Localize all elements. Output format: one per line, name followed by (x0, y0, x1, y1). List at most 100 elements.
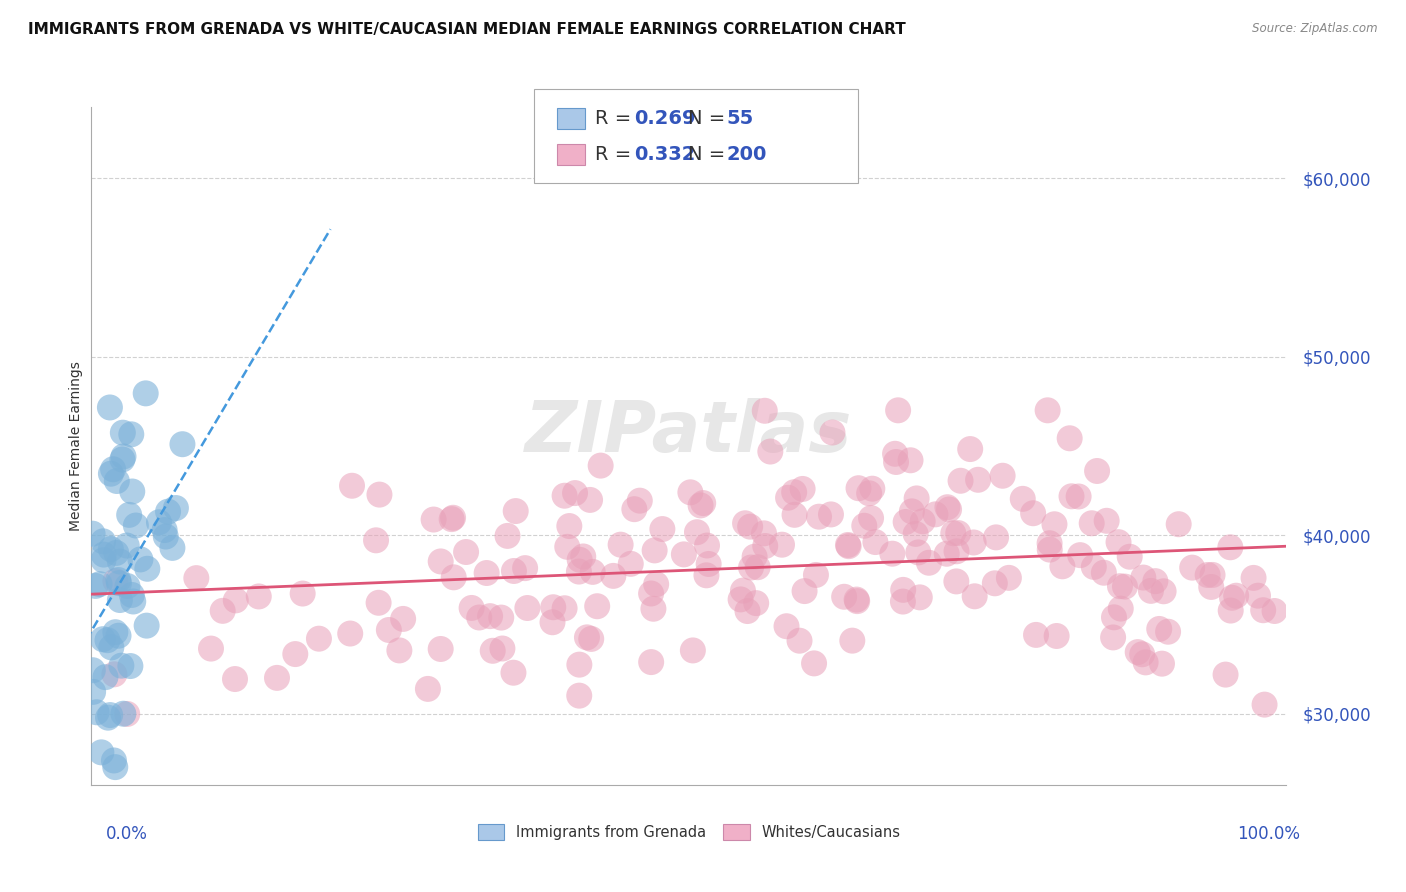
Point (1147, 622, 1170, 636)
Point (853, 518, 876, 533)
Point (575, 631, 598, 645)
Point (100, 640, 122, 655)
Point (1109, 579, 1132, 593)
Point (589, 458, 612, 473)
Point (1144, 574, 1167, 589)
Point (645, 577, 668, 591)
Point (489, 610, 512, 624)
Text: ZIPatlas: ZIPatlas (526, 398, 852, 467)
Point (513, 561, 536, 575)
Point (1039, 536, 1062, 550)
Point (808, 509, 831, 524)
Point (93, 553, 115, 567)
Point (103, 754, 125, 768)
Point (623, 502, 645, 516)
Point (1199, 580, 1222, 594)
Point (568, 565, 591, 579)
Point (429, 554, 451, 568)
Point (1157, 624, 1180, 639)
Point (120, 427, 142, 442)
Text: 0.269: 0.269 (634, 109, 696, 128)
Point (945, 544, 967, 558)
Point (1109, 601, 1132, 615)
Point (792, 482, 814, 496)
Point (695, 568, 717, 582)
Point (440, 512, 463, 526)
Point (1025, 628, 1047, 642)
Point (1150, 657, 1173, 671)
Point (942, 526, 965, 541)
Point (901, 504, 924, 518)
Point (153, 523, 176, 537)
Point (1167, 517, 1189, 532)
Point (148, 516, 170, 530)
Point (96, 633, 118, 648)
Point (905, 491, 928, 506)
Point (572, 549, 595, 564)
Text: R =: R = (595, 109, 637, 128)
Point (291, 586, 314, 600)
Point (998, 571, 1021, 585)
Point (734, 516, 756, 531)
Point (745, 596, 768, 610)
Point (121, 484, 143, 499)
Point (491, 641, 513, 656)
Point (692, 496, 714, 510)
Point (108, 593, 131, 607)
Point (1108, 535, 1130, 549)
Point (200, 641, 222, 656)
Point (122, 594, 145, 608)
Point (689, 499, 711, 513)
Point (778, 491, 800, 505)
Point (586, 599, 609, 614)
Point (884, 447, 907, 461)
Point (172, 437, 194, 451)
Point (392, 612, 415, 626)
Point (620, 557, 643, 571)
Legend: Immigrants from Grenada, Whites/Caucasians: Immigrants from Grenada, Whites/Caucasia… (472, 818, 905, 846)
Point (1052, 559, 1074, 574)
Point (579, 492, 602, 507)
Text: R =: R = (595, 145, 637, 164)
Point (1046, 629, 1069, 643)
Point (157, 505, 180, 519)
Point (948, 526, 970, 541)
Point (1011, 491, 1033, 506)
Point (1264, 604, 1286, 618)
Point (1114, 580, 1136, 594)
Text: 0.0%: 0.0% (105, 825, 148, 843)
Point (516, 601, 538, 615)
Point (155, 530, 177, 544)
Point (936, 500, 959, 515)
Point (98, 401, 121, 415)
Point (97, 711, 120, 725)
Point (136, 562, 159, 576)
Point (1083, 560, 1105, 574)
Point (793, 584, 815, 599)
Point (1022, 506, 1045, 520)
Point (1092, 566, 1115, 580)
Point (984, 530, 1007, 544)
Point (582, 565, 605, 579)
Point (118, 508, 141, 522)
Point (1085, 464, 1108, 478)
Point (770, 538, 793, 552)
Point (135, 618, 157, 632)
Point (651, 522, 673, 536)
Point (554, 489, 576, 503)
Point (643, 601, 665, 615)
Text: 0.332: 0.332 (634, 145, 696, 164)
Point (882, 547, 904, 561)
Point (804, 568, 827, 582)
Point (115, 706, 138, 721)
Point (91, 534, 114, 549)
Point (340, 479, 363, 493)
Point (93, 548, 115, 562)
Point (266, 671, 288, 685)
Point (568, 553, 591, 567)
Point (100, 541, 122, 556)
Point (740, 560, 762, 574)
Point (339, 626, 361, 640)
Point (107, 629, 129, 643)
Point (848, 481, 870, 495)
